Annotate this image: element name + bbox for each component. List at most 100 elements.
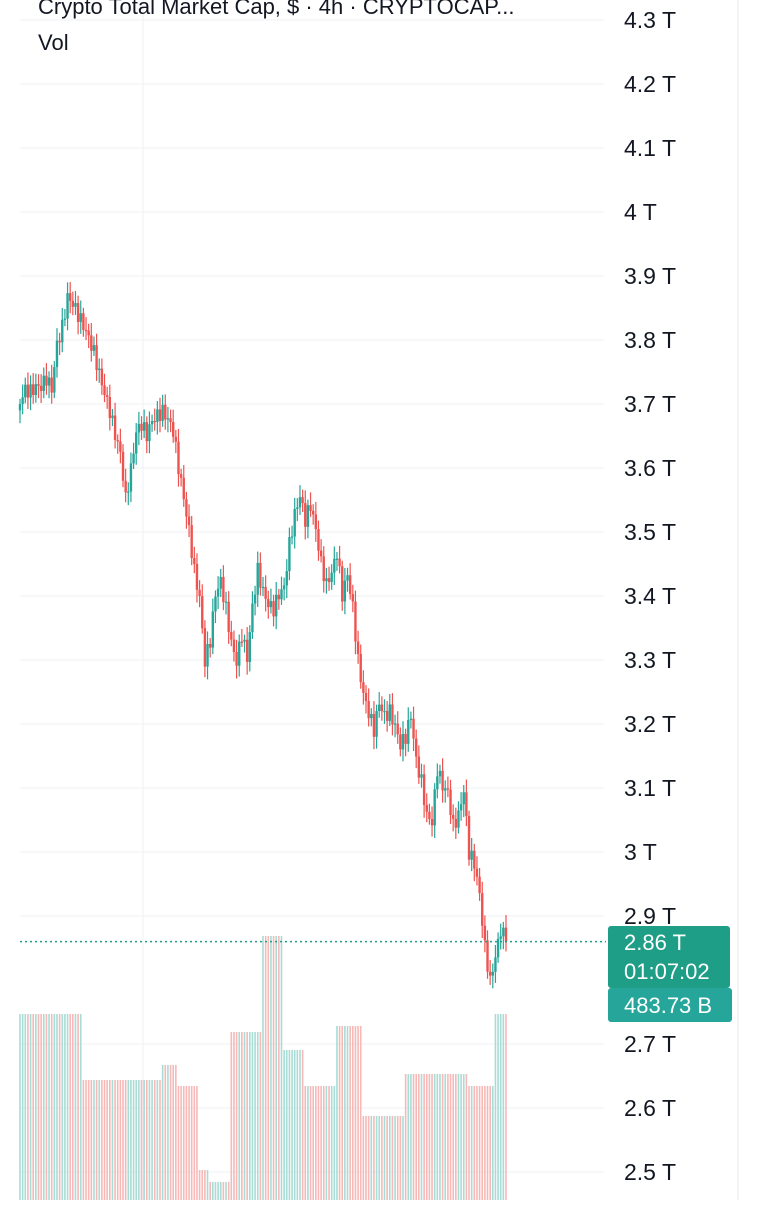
candle-body: [140, 423, 143, 431]
candle-body: [135, 432, 138, 454]
candle-body: [327, 578, 331, 583]
candle-body: [243, 639, 246, 642]
candle-body: [245, 639, 249, 662]
candle-body: [441, 770, 444, 791]
y-tick-label: 4.1 T: [624, 135, 676, 161]
y-tick-label: 3.8 T: [624, 327, 676, 353]
y-tick-label: 3.7 T: [624, 391, 676, 417]
candle-body: [412, 718, 415, 739]
y-tick-label: 2.9 T: [624, 903, 676, 929]
volume-indicator-label[interactable]: Vol: [38, 30, 69, 55]
candle-body: [211, 611, 215, 648]
candle-body: [409, 718, 413, 721]
candle-body: [53, 367, 56, 393]
candle-body: [182, 477, 185, 500]
candles: [18, 282, 508, 989]
candle-body: [285, 571, 288, 586]
candle-body: [348, 575, 352, 595]
y-tick-label: 3 T: [624, 839, 657, 865]
candle-body: [346, 575, 349, 581]
candle-body: [375, 711, 378, 737]
candle-body: [362, 682, 365, 693]
last-price-value: 2.86 T: [624, 930, 686, 955]
candle-body: [335, 558, 339, 560]
candle-body: [179, 474, 183, 478]
candle-body: [238, 641, 241, 666]
candle-body: [127, 491, 130, 493]
candle-body: [132, 453, 135, 464]
y-tick-label: 3.2 T: [624, 711, 676, 737]
candle-body: [449, 789, 452, 815]
candle-body: [465, 792, 468, 816]
chart-title: Crypto Total Market Cap, $ · 4h · CRYPTO…: [38, 0, 515, 19]
candle-body: [55, 340, 59, 368]
candle-body: [161, 404, 164, 421]
candle-body: [108, 396, 112, 419]
candle-body: [63, 318, 67, 320]
candle-body: [290, 536, 294, 538]
candle-body: [256, 562, 259, 595]
candle-body: [74, 303, 77, 307]
candle-body: [203, 628, 207, 667]
candle-body: [436, 776, 439, 790]
candle-body: [206, 643, 209, 667]
candle-body: [444, 788, 447, 791]
candle-body: [407, 720, 410, 744]
candle-body: [171, 422, 175, 437]
candle-body: [451, 814, 455, 819]
candle-body: [121, 451, 125, 481]
candle-body: [185, 499, 188, 517]
candle-body: [142, 422, 146, 431]
candle-body: [393, 723, 397, 725]
candle-body: [367, 701, 370, 719]
candle-body: [338, 558, 341, 567]
y-tick-label: 4.2 T: [624, 71, 676, 97]
candle-body: [187, 516, 191, 526]
candle-body: [304, 503, 307, 527]
candle-body: [264, 586, 267, 599]
candle-body: [311, 510, 315, 515]
candle-body: [496, 938, 500, 958]
candle-body: [95, 345, 98, 371]
candle-body: [87, 330, 90, 336]
candle-body: [275, 594, 278, 617]
candle-body: [351, 594, 355, 602]
candle-body: [317, 529, 320, 551]
y-tick-label: 3.9 T: [624, 263, 676, 289]
candle-body: [61, 319, 64, 343]
candle-body: [491, 971, 494, 976]
candle-body: [158, 409, 162, 421]
candle-body: [401, 733, 405, 750]
y-tick-label: 3.1 T: [624, 775, 676, 801]
candle-body: [356, 641, 360, 654]
candle-body: [227, 601, 230, 633]
candle-body: [272, 601, 275, 617]
candle-body: [269, 601, 273, 608]
candle-body: [18, 404, 22, 411]
candle-body: [37, 384, 40, 386]
candle-body: [105, 395, 109, 397]
candle-body: [341, 566, 344, 602]
candle-body: [166, 418, 170, 420]
candle-body: [240, 641, 244, 643]
candle-body: [414, 738, 418, 757]
volume-bars: [19, 936, 507, 1200]
candle-body: [26, 384, 30, 398]
candle-body: [404, 733, 407, 744]
candle-body: [322, 556, 325, 582]
candle-body: [462, 792, 465, 805]
price-axis[interactable]: 4.3 T 4.2 T 4.1 T 4 T 3.9 T 3.8 T 3.7 T 3.6 T 3.…: [624, 7, 676, 1185]
candle-body: [454, 818, 458, 828]
candle-body: [483, 925, 487, 941]
candle-body: [296, 507, 299, 509]
candle-body: [396, 723, 399, 735]
candle-body: [45, 375, 48, 386]
candle-body: [370, 713, 373, 719]
y-tick-label: 3.5 T: [624, 519, 676, 545]
candle-body: [129, 463, 133, 492]
candle-body: [425, 805, 428, 812]
candle-body: [47, 377, 51, 386]
candle-body: [417, 756, 421, 778]
